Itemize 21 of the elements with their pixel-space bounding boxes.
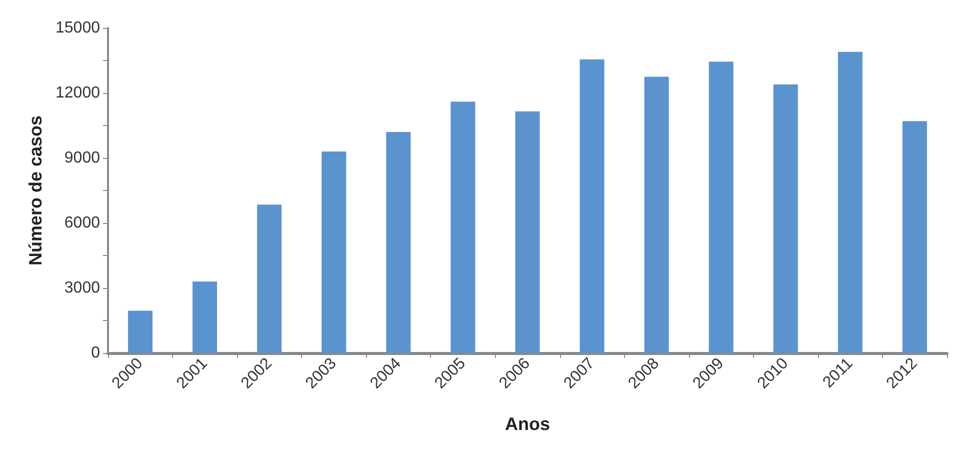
- bar: [386, 132, 411, 353]
- y-tick-label: 12000: [56, 84, 100, 102]
- bar: [450, 102, 476, 353]
- y-tick-label: 9000: [64, 150, 100, 166]
- x-axis-title: Anos: [505, 414, 550, 434]
- bar: [128, 310, 153, 353]
- bar: [773, 84, 798, 353]
- bar: [902, 121, 927, 353]
- y-tick-label: 3000: [64, 280, 100, 296]
- bar: [838, 52, 862, 353]
- bar: [708, 62, 734, 353]
- y-tick-label: 6000: [64, 214, 100, 232]
- bar: [322, 152, 346, 353]
- bar: [192, 282, 218, 353]
- y-tick-label: 15000: [56, 20, 100, 36]
- bar: [644, 76, 669, 353]
- y-tick-label: 0: [91, 344, 100, 362]
- bar: [580, 59, 604, 353]
- bar: [257, 204, 282, 353]
- y-axis-title: Número de casos: [26, 115, 46, 266]
- bar: [515, 111, 540, 353]
